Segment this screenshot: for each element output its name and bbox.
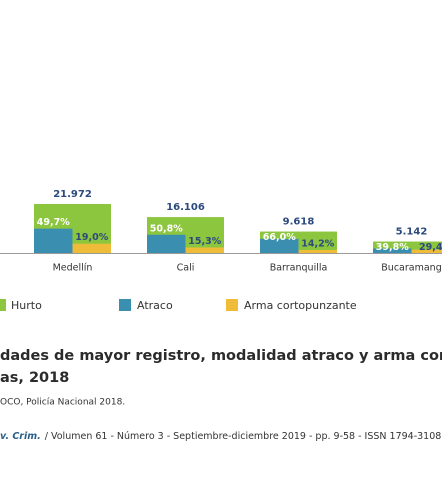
bar xyxy=(260,238,299,253)
bar xyxy=(34,228,73,253)
x-tick-label: Cali xyxy=(177,263,195,274)
legend-marker xyxy=(119,299,131,311)
x-tick-label: Medellín xyxy=(53,263,93,274)
bar xyxy=(373,248,412,253)
value-label: 29,4 xyxy=(419,242,442,253)
legend-marker xyxy=(0,299,6,311)
bar xyxy=(185,247,224,253)
legend-label: Arma cortopunzante xyxy=(244,299,357,312)
bar xyxy=(147,234,186,253)
value-label: 9.618 xyxy=(283,217,315,228)
bar xyxy=(373,241,442,253)
value-label: 15,3% xyxy=(188,236,221,247)
bar xyxy=(298,249,337,253)
x-tick-label: Bucaramang xyxy=(381,263,441,274)
caption-line: as, 2018 xyxy=(0,370,69,386)
value-label: 5.142 xyxy=(396,227,428,238)
value-label: 16.106 xyxy=(166,202,205,213)
legend-label: Atraco xyxy=(137,299,173,312)
journal: v. Crim. xyxy=(0,431,41,442)
legend-marker xyxy=(226,299,238,311)
value-label: 50,8% xyxy=(150,223,183,234)
footer-details: / Volumen 61 - Número 3 - Septiembre-dic… xyxy=(45,431,442,442)
bar xyxy=(411,249,442,253)
value-label: 21.972 xyxy=(53,189,92,200)
legend-label: Hurto xyxy=(11,299,42,312)
value-label: 49,7% xyxy=(37,217,70,228)
x-tick-label: Barranquilla xyxy=(270,263,328,274)
value-label: 14,2% xyxy=(301,238,334,249)
value-label: 39,8% xyxy=(376,242,409,253)
source: OCO, Policía Nacional 2018. xyxy=(0,398,125,408)
bar xyxy=(72,243,111,253)
value-label: 19,0% xyxy=(75,232,108,243)
value-label: 66,0% xyxy=(263,232,296,243)
footer: v. Crim. / Volumen 61 - Número 3 - Septie… xyxy=(0,431,441,442)
caption-line: dades de mayor registro, modalidad atrac… xyxy=(0,348,442,364)
